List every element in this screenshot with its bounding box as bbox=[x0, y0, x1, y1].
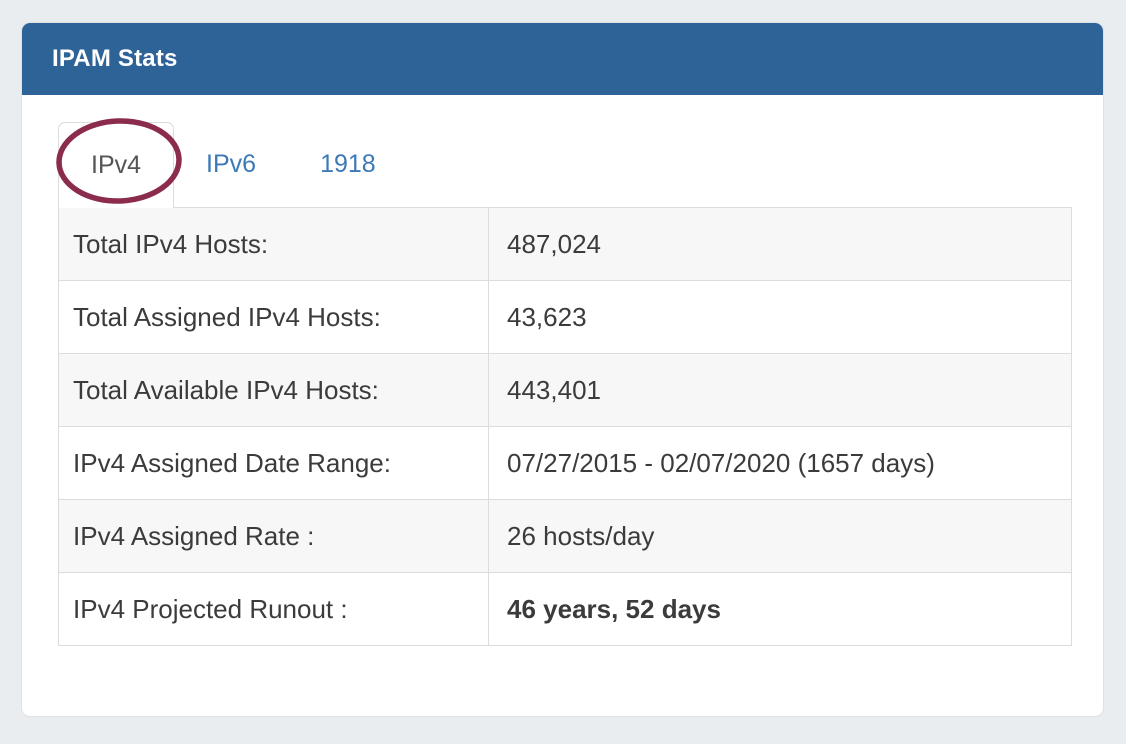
stat-value: 443,401 bbox=[488, 353, 1072, 427]
panel-header: IPAM Stats bbox=[22, 23, 1103, 95]
ipv4-stats-table: Total IPv4 Hosts: 487,024 Total Assigned… bbox=[58, 207, 1072, 646]
stat-label: Total Assigned IPv4 Hosts: bbox=[58, 280, 489, 354]
stat-label: IPv4 Projected Runout : bbox=[58, 572, 489, 646]
table-row: IPv4 Projected Runout : 46 years, 52 day… bbox=[58, 572, 1072, 646]
stat-value: 07/27/2015 - 02/07/2020 (1657 days) bbox=[488, 426, 1072, 500]
table-row: Total Assigned IPv4 Hosts: 43,623 bbox=[58, 280, 1072, 354]
panel-title: IPAM Stats bbox=[52, 45, 178, 72]
stat-value: 46 years, 52 days bbox=[488, 572, 1072, 646]
tab-ipv6-label: IPv6 bbox=[206, 150, 257, 178]
table-row: Total Available IPv4 Hosts: 443,401 bbox=[58, 353, 1072, 427]
table-row: Total IPv4 Hosts: 487,024 bbox=[58, 207, 1072, 281]
tab-ipv4-label: IPv4 bbox=[91, 151, 142, 179]
stat-value: 487,024 bbox=[488, 207, 1072, 281]
stat-label: IPv4 Assigned Date Range: bbox=[58, 426, 489, 500]
table-row: IPv4 Assigned Rate : 26 hosts/day bbox=[58, 499, 1072, 573]
stat-label: Total Available IPv4 Hosts: bbox=[58, 353, 489, 427]
tab-1918[interactable]: 1918 bbox=[288, 122, 408, 207]
stat-label: Total IPv4 Hosts: bbox=[58, 207, 489, 281]
panel-body: IPv4 IPv6 1918 Total IPv4 Hosts: 487,024… bbox=[22, 95, 1103, 646]
tab-ipv6[interactable]: IPv6 bbox=[174, 122, 288, 207]
ipam-stats-panel: IPAM Stats IPv4 IPv6 1918 Total IPv4 Hos… bbox=[22, 23, 1103, 716]
table-row: IPv4 Assigned Date Range: 07/27/2015 - 0… bbox=[58, 426, 1072, 500]
stat-value: 26 hosts/day bbox=[488, 499, 1072, 573]
tab-bar: IPv4 IPv6 1918 bbox=[58, 122, 1072, 208]
tab-1918-label: 1918 bbox=[320, 150, 376, 178]
stat-label: IPv4 Assigned Rate : bbox=[58, 499, 489, 573]
tab-ipv4[interactable]: IPv4 bbox=[58, 122, 175, 208]
stat-value: 43,623 bbox=[488, 280, 1072, 354]
